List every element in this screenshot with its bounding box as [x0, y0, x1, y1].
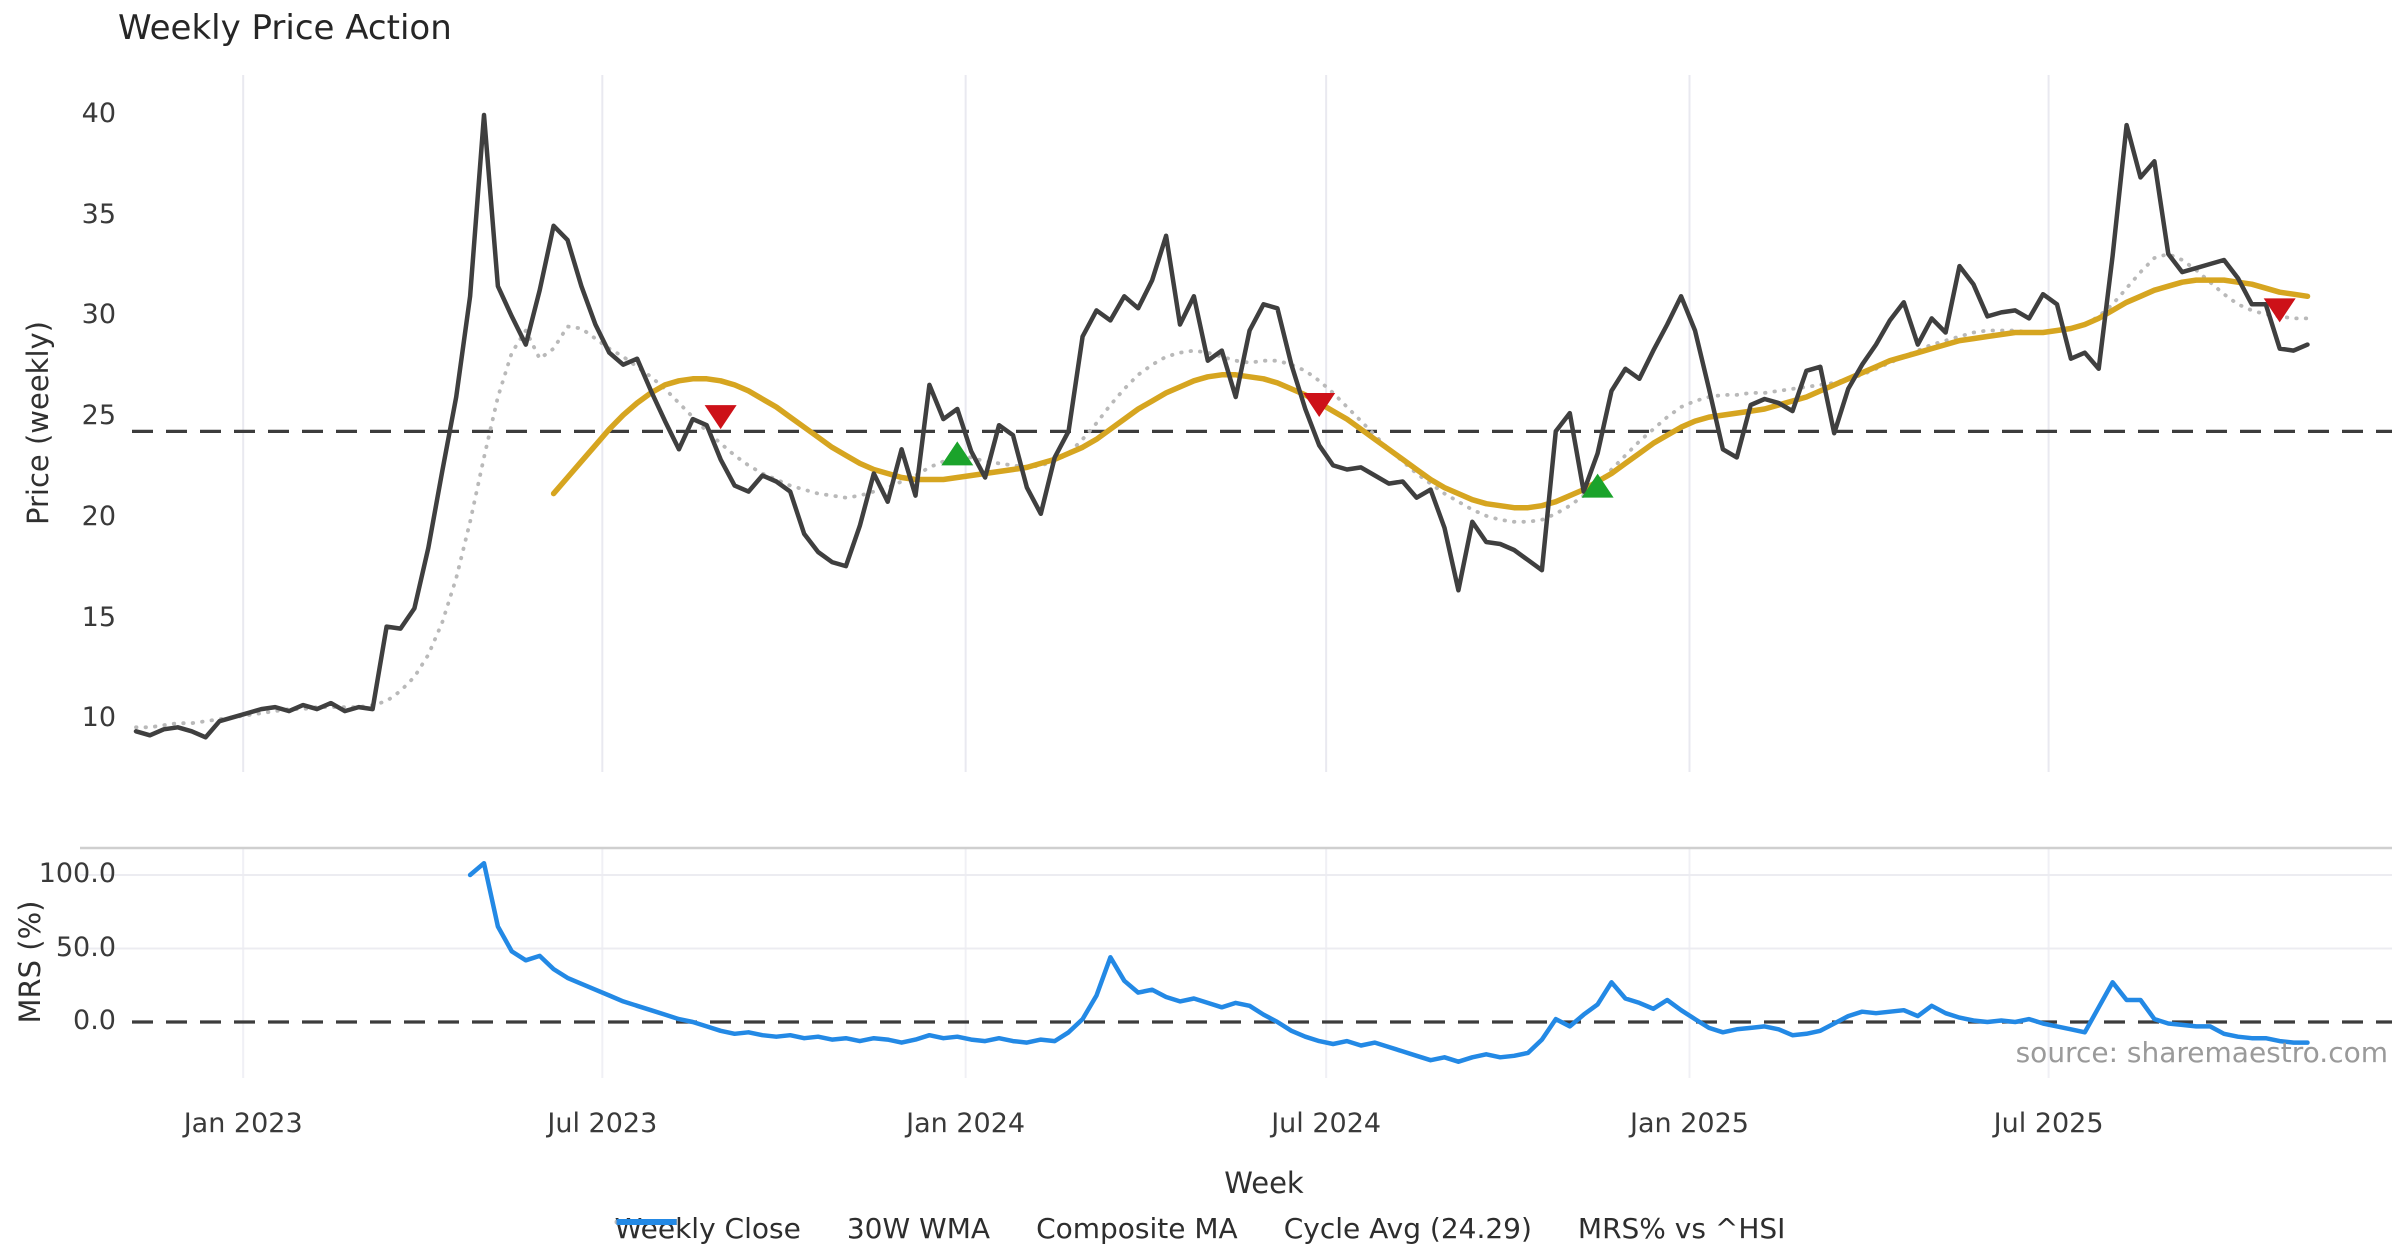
chart-legend: Weekly Close 30W WMA Composite MA Cycle Avg… [614, 1212, 1786, 1245]
buy-signal-markers [941, 441, 1614, 498]
price-ytick-30: 30 [81, 299, 116, 331]
legend-item-30w-wma: 30W WMA [616, 1212, 991, 1245]
xtick-jan-2025: Jan 2025 [1630, 1108, 1749, 1139]
legend-label: Composite MA [1036, 1212, 1238, 1245]
legend-label: Weekly Close [614, 1212, 801, 1245]
composite-ma-line [134, 252, 2310, 730]
price-ytick-15: 15 [81, 601, 116, 633]
legend-item-composite-ma: Composite MA [614, 1212, 1238, 1245]
30w-wma-line [550, 277, 2311, 511]
mrs-ytick-0: 0.0 [73, 1005, 116, 1036]
source-watermark: source: sharemaestro.com [2015, 1036, 2388, 1069]
legend-swatch-solid-icon [616, 1219, 677, 1225]
mrs-ytick-50: 50.0 [55, 931, 116, 963]
mrs-ytick-100: 100.0 [38, 858, 116, 889]
xtick-jan-2023: Jan 2023 [183, 1108, 303, 1139]
week-axis-label: Week [1224, 1166, 1304, 1200]
legend-label: MRS% vs ^HSI [1577, 1212, 1786, 1245]
legend-label: 30W WMA [846, 1212, 991, 1245]
price-ytick-35: 35 [81, 198, 116, 230]
xtick-jul-2024: Jul 2024 [1271, 1108, 1382, 1139]
price-ytick-10: 10 [81, 702, 116, 734]
legend-label: Cycle Avg (24.29) [1283, 1212, 1532, 1245]
price-ytick-25: 25 [81, 400, 116, 432]
price-ytick-40: 40 [81, 98, 116, 129]
xtick-jul-2023: Jul 2023 [547, 1108, 658, 1139]
price-ytick-20: 20 [81, 500, 116, 532]
mrs-line [467, 860, 2310, 1064]
legend-item-mrs-vs-hsi: MRS% vs ^HSI [616, 1212, 1786, 1245]
xtick-jul-2025: Jul 2025 [1993, 1108, 2104, 1139]
chart-title: Weekly Price Action [118, 8, 452, 48]
legend-item-cycle-avg-24-29-: Cycle Avg (24.29) [616, 1212, 1532, 1245]
weekly-close-line [133, 112, 2310, 740]
gridlines [80, 75, 2392, 1078]
sell-signal-markers [704, 298, 2296, 430]
xtick-jan-2024: Jan 2024 [906, 1108, 1026, 1139]
